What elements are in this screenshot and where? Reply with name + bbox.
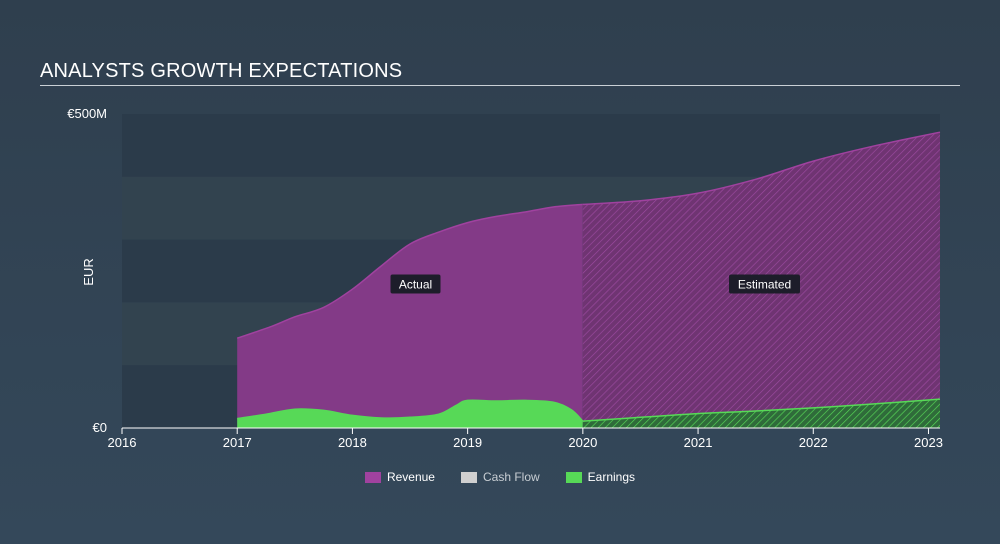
y-axis-label: EUR	[81, 258, 96, 285]
label-estimated: Estimated	[738, 278, 791, 292]
legend-swatch-earnings	[565, 471, 582, 483]
x-tick-label: 2019	[453, 435, 482, 450]
chart-title: ANALYSTS GROWTH EXPECTATIONS	[40, 60, 403, 82]
title-divider	[40, 85, 960, 86]
x-tick-label: 2020	[568, 435, 597, 450]
x-tick-label: 2018	[338, 435, 367, 450]
earnings-estimated-line	[582, 398, 941, 422]
legend-item-earnings[interactable]: Earnings	[565, 470, 636, 484]
earnings-actual-area	[237, 400, 583, 428]
legend-label-earnings: Earnings	[587, 470, 636, 484]
revenue-actual-line	[236, 203, 583, 339]
y-tick-label: €500M	[67, 106, 107, 121]
x-tick-label: 2021	[684, 435, 713, 450]
label-estimated-bg	[729, 274, 800, 294]
label-actual: Actual	[399, 278, 432, 292]
legend: Revenue Cash Flow Earnings	[0, 470, 1000, 484]
x-tick-label: 2017	[223, 435, 252, 450]
x-tick-label: 2016	[108, 435, 137, 450]
legend-label-cash-flow: Cash Flow	[482, 470, 540, 484]
label-actual-bg	[390, 274, 441, 294]
legend-item-revenue[interactable]: Revenue	[364, 470, 435, 484]
annotations: Actual Estimated	[390, 274, 800, 294]
earnings-actual-line	[237, 399, 584, 422]
legend-label-revenue: Revenue	[386, 470, 435, 484]
legend-swatch-revenue	[364, 471, 381, 483]
earnings-estimated-area	[582, 399, 940, 428]
revenue-actual-area	[237, 204, 583, 428]
x-tick-label: 2023	[914, 435, 943, 450]
revenue-estimated-line	[582, 131, 941, 206]
legend-item-cash-flow[interactable]: Cash Flow	[460, 470, 540, 484]
axes: 2016 2017 2018 2019 2020 2021 2022 2023	[108, 427, 943, 450]
legend-swatch-cash-flow	[460, 471, 477, 483]
y-tick-label: €0	[93, 420, 107, 435]
x-tick-label: 2022	[799, 435, 828, 450]
